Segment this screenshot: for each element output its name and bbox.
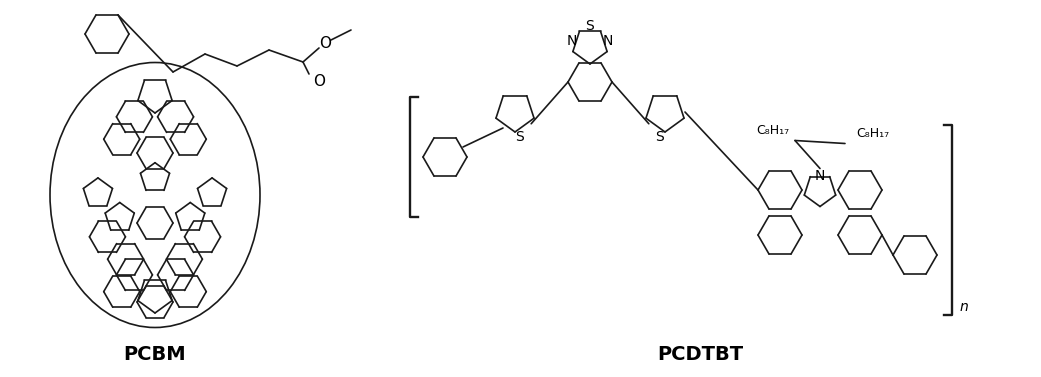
Text: PCBM: PCBM	[124, 345, 186, 365]
Text: PCDTBT: PCDTBT	[657, 345, 743, 365]
Text: S: S	[586, 19, 594, 33]
Text: S: S	[515, 130, 525, 144]
Text: N: N	[815, 170, 826, 184]
Text: n: n	[960, 300, 969, 314]
Text: O: O	[319, 37, 331, 52]
Text: N: N	[566, 34, 577, 48]
Text: N: N	[603, 34, 613, 48]
Text: O: O	[313, 75, 325, 89]
Text: C₈H₁₇: C₈H₁₇	[857, 127, 890, 140]
Text: S: S	[656, 130, 664, 144]
Text: C₈H₁₇: C₈H₁₇	[757, 124, 789, 137]
